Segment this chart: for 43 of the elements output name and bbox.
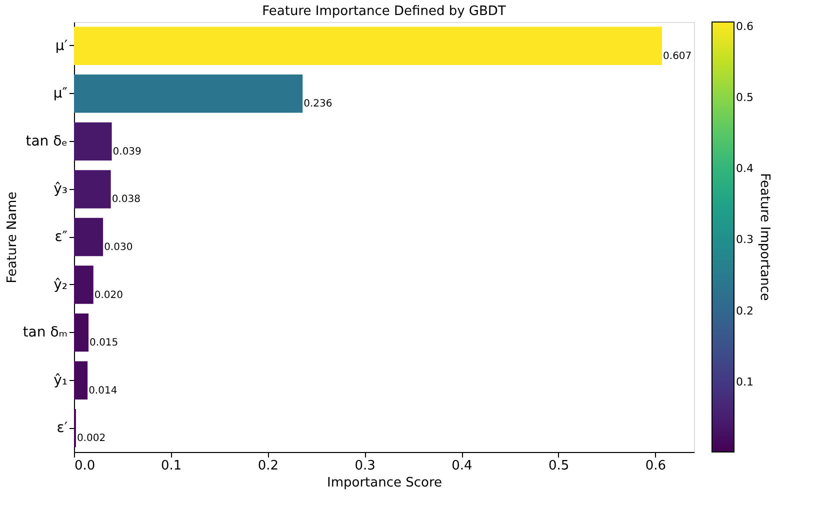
y-tick-label: ε″ [54, 229, 68, 245]
x-tick-label: 0.4 [452, 458, 472, 474]
bar [74, 74, 303, 113]
data-label: 0.236 [304, 98, 332, 110]
y-tick-label: μ″ [53, 86, 68, 102]
color-bar-label: 0.3 [736, 233, 754, 246]
y-tick-label: ŷ₂ [54, 276, 68, 293]
data-label: 0.014 [88, 385, 118, 396]
data-label: 0.002 [76, 433, 106, 444]
chart-title: Feature Importance Defined by GBDT [262, 4, 506, 19]
bar [74, 122, 112, 161]
y-axis-title: Feature Name [4, 192, 20, 284]
bar [74, 313, 89, 352]
y-tick-label: μ′ [55, 38, 68, 54]
color-bar-label: 0.2 [736, 304, 754, 318]
data-label: 0.020 [94, 290, 124, 301]
color-bar-title: Feature Importance [757, 173, 772, 301]
bar [74, 26, 662, 65]
x-tick-label: 0.1 [161, 458, 182, 474]
bar [74, 266, 94, 304]
y-tick-label: ε′ [56, 420, 68, 436]
color-bar-label: 0.6 [736, 20, 754, 33]
data-label: 0.030 [104, 242, 133, 253]
x-tick-label: 0.2 [258, 458, 279, 474]
data-label: 0.038 [112, 194, 140, 206]
bar [74, 218, 104, 256]
y-tick-label: tan δₘ [22, 324, 68, 341]
data-label: 0.039 [112, 146, 142, 158]
bar [74, 361, 88, 400]
y-tick-label: ŷ₁ [54, 372, 68, 388]
y-tick-label: tan δₑ [26, 133, 68, 150]
x-axis-title: Importance Score [326, 476, 442, 490]
bar [74, 170, 111, 208]
data-label: 0.015 [90, 338, 118, 349]
x-tick-label: 0.3 [354, 458, 376, 474]
y-tick-label: ŷ₃ [54, 181, 68, 198]
data-label: 0.607 [663, 50, 692, 62]
x-tick-label: 0.6 [645, 458, 666, 474]
color-bar-label: 0.1 [736, 375, 754, 388]
x-tick-label: 0.5 [548, 458, 570, 474]
color-bar-label: 0.4 [736, 162, 754, 176]
color-bar-label: 0.5 [736, 91, 754, 104]
x-tick-label: 0.0 [74, 458, 96, 474]
